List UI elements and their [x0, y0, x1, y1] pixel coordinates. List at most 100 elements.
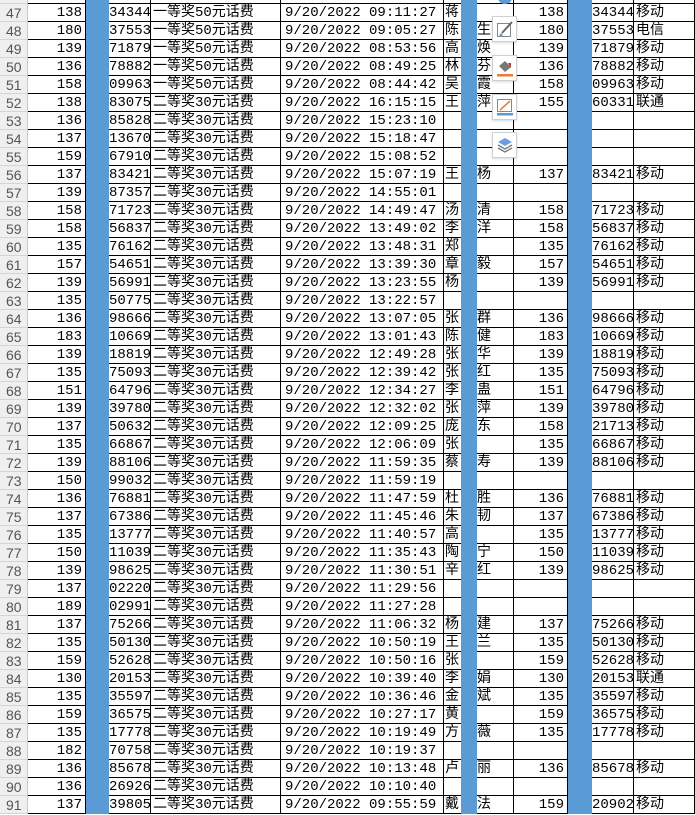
- cell-datetime[interactable]: 9/20/2022 08:49:25: [281, 58, 444, 76]
- cell-carrier[interactable]: [634, 130, 695, 148]
- cell-carrier[interactable]: 移动: [634, 202, 695, 220]
- highlighted-column[interactable]: [568, 778, 592, 796]
- cell-prefix[interactable]: 138: [28, 4, 86, 22]
- cell-prefix[interactable]: 135: [28, 526, 86, 544]
- cell-surname[interactable]: 高: [444, 41, 461, 58]
- cell-given-name[interactable]: 丽: [477, 760, 514, 778]
- cell-prefix[interactable]: [28, 0, 86, 4]
- cell-prize[interactable]: 二等奖30元话费: [151, 238, 281, 256]
- cell-phone-prefix[interactable]: 137: [514, 616, 568, 634]
- row-header[interactable]: 62: [0, 274, 28, 292]
- highlighted-column[interactable]: [86, 94, 109, 112]
- cell-suffix[interactable]: 54651: [109, 256, 151, 274]
- cell-prize[interactable]: 二等奖30元话费: [151, 526, 281, 544]
- cell-given-name[interactable]: 群: [477, 310, 514, 328]
- cell-prize[interactable]: 二等奖30元话费: [151, 184, 281, 202]
- cell-phone-suffix[interactable]: [592, 598, 634, 616]
- cell-datetime[interactable]: 9/20/2022 11:47:59: [281, 490, 444, 508]
- cell-suffix[interactable]: 17778: [109, 724, 151, 742]
- cell-phone-prefix[interactable]: [514, 472, 568, 490]
- row-header[interactable]: 83: [0, 652, 28, 670]
- cell-phone-prefix[interactable]: 136: [514, 310, 568, 328]
- highlighted-column[interactable]: [86, 40, 109, 58]
- highlighted-column[interactable]: [568, 238, 592, 256]
- edit-pen-button[interactable]: [492, 16, 517, 42]
- highlighted-column[interactable]: [461, 706, 477, 724]
- cell-phone-suffix[interactable]: 13777: [592, 526, 634, 544]
- cell-phone-suffix[interactable]: 66867: [592, 436, 634, 454]
- cell-prize[interactable]: 二等奖30元话费: [151, 688, 281, 706]
- cell-phone-prefix[interactable]: 135: [514, 364, 568, 382]
- cell-datetime[interactable]: 9/20/2022 13:01:43: [281, 328, 444, 346]
- cell-suffix[interactable]: 10669: [109, 328, 151, 346]
- cell-phone-prefix[interactable]: 139: [514, 562, 568, 580]
- cell-suffix[interactable]: 64796: [109, 382, 151, 400]
- cell-suffix[interactable]: 99032: [109, 472, 151, 490]
- highlighted-column[interactable]: [461, 382, 477, 400]
- cell-prize[interactable]: 二等奖30元话费: [151, 148, 281, 166]
- row-header[interactable]: 79: [0, 580, 28, 598]
- cell-prize[interactable]: 二等奖30元话费: [151, 418, 281, 436]
- highlighted-column[interactable]: [461, 202, 477, 220]
- cell-prize[interactable]: 二等奖30元话费: [151, 652, 281, 670]
- cell-phone-suffix[interactable]: 75093: [592, 364, 634, 382]
- highlighted-column[interactable]: [461, 184, 477, 202]
- highlighted-column[interactable]: [461, 760, 477, 778]
- cell-suffix[interactable]: 50130: [109, 634, 151, 652]
- highlighted-column[interactable]: [461, 454, 477, 472]
- cell-phone-prefix[interactable]: 183: [514, 328, 568, 346]
- highlighted-column[interactable]: [86, 238, 109, 256]
- highlighted-column[interactable]: [568, 436, 592, 454]
- row-header[interactable]: 81: [0, 616, 28, 634]
- cell-suffix[interactable]: 56837: [109, 220, 151, 238]
- highlighted-column[interactable]: [461, 328, 477, 346]
- cell-surname[interactable]: 王: [444, 95, 461, 112]
- cell-phone-prefix[interactable]: 139: [514, 454, 568, 472]
- highlighted-column[interactable]: [86, 544, 109, 562]
- cell-surname[interactable]: 张: [444, 437, 461, 454]
- cell-prefix[interactable]: 137: [28, 418, 86, 436]
- cell-surname[interactable]: 郑: [444, 239, 461, 256]
- cell-given-name[interactable]: [477, 598, 514, 616]
- highlighted-column[interactable]: [461, 778, 477, 796]
- cell-phone-prefix[interactable]: 135: [514, 688, 568, 706]
- cell-carrier[interactable]: 移动: [634, 220, 695, 238]
- highlighted-column[interactable]: [86, 364, 109, 382]
- cell-carrier[interactable]: 移动: [634, 328, 695, 346]
- cell-phone-suffix[interactable]: 17778: [592, 724, 634, 742]
- highlighted-column[interactable]: [568, 706, 592, 724]
- cell-surname[interactable]: 林: [444, 59, 461, 76]
- row-header[interactable]: 65: [0, 328, 28, 346]
- row-header[interactable]: 63: [0, 292, 28, 310]
- row-header[interactable]: 73: [0, 472, 28, 490]
- highlighted-column[interactable]: [86, 472, 109, 490]
- cell-phone-prefix[interactable]: 139: [514, 274, 568, 292]
- highlighted-column[interactable]: [86, 796, 109, 814]
- row-header[interactable]: 48: [0, 22, 28, 40]
- cell-phone-suffix[interactable]: [592, 742, 634, 760]
- cell-suffix[interactable]: 85678: [109, 760, 151, 778]
- highlighted-column[interactable]: [86, 724, 109, 742]
- cell-phone-suffix[interactable]: 64796: [592, 382, 634, 400]
- highlighted-column[interactable]: [461, 292, 477, 310]
- highlighted-column[interactable]: [568, 202, 592, 220]
- row-header[interactable]: 80: [0, 598, 28, 616]
- cell-phone-prefix[interactable]: [514, 742, 568, 760]
- cell-prize[interactable]: 一等奖50元话费: [151, 40, 281, 58]
- highlighted-column[interactable]: [568, 760, 592, 778]
- row-header[interactable]: 70: [0, 418, 28, 436]
- cell-datetime[interactable]: 9/20/2022 08:53:56: [281, 40, 444, 58]
- highlighted-column[interactable]: [86, 778, 109, 796]
- cell-phone-prefix[interactable]: [514, 580, 568, 598]
- cell-suffix[interactable]: 36575: [109, 706, 151, 724]
- cell-suffix[interactable]: 76881: [109, 490, 151, 508]
- cell-prize[interactable]: 二等奖30元话费: [151, 256, 281, 274]
- cell-phone-prefix[interactable]: [514, 184, 568, 202]
- cell-datetime[interactable]: 9/20/2022 12:34:27: [281, 382, 444, 400]
- highlighted-column[interactable]: [461, 274, 477, 292]
- row-header[interactable]: 76: [0, 526, 28, 544]
- cell-prize[interactable]: 二等奖30元话费: [151, 292, 281, 310]
- highlighted-column[interactable]: [86, 256, 109, 274]
- cell-datetime[interactable]: 9/20/2022 14:49:47: [281, 202, 444, 220]
- cell-surname[interactable]: 陶: [444, 545, 461, 562]
